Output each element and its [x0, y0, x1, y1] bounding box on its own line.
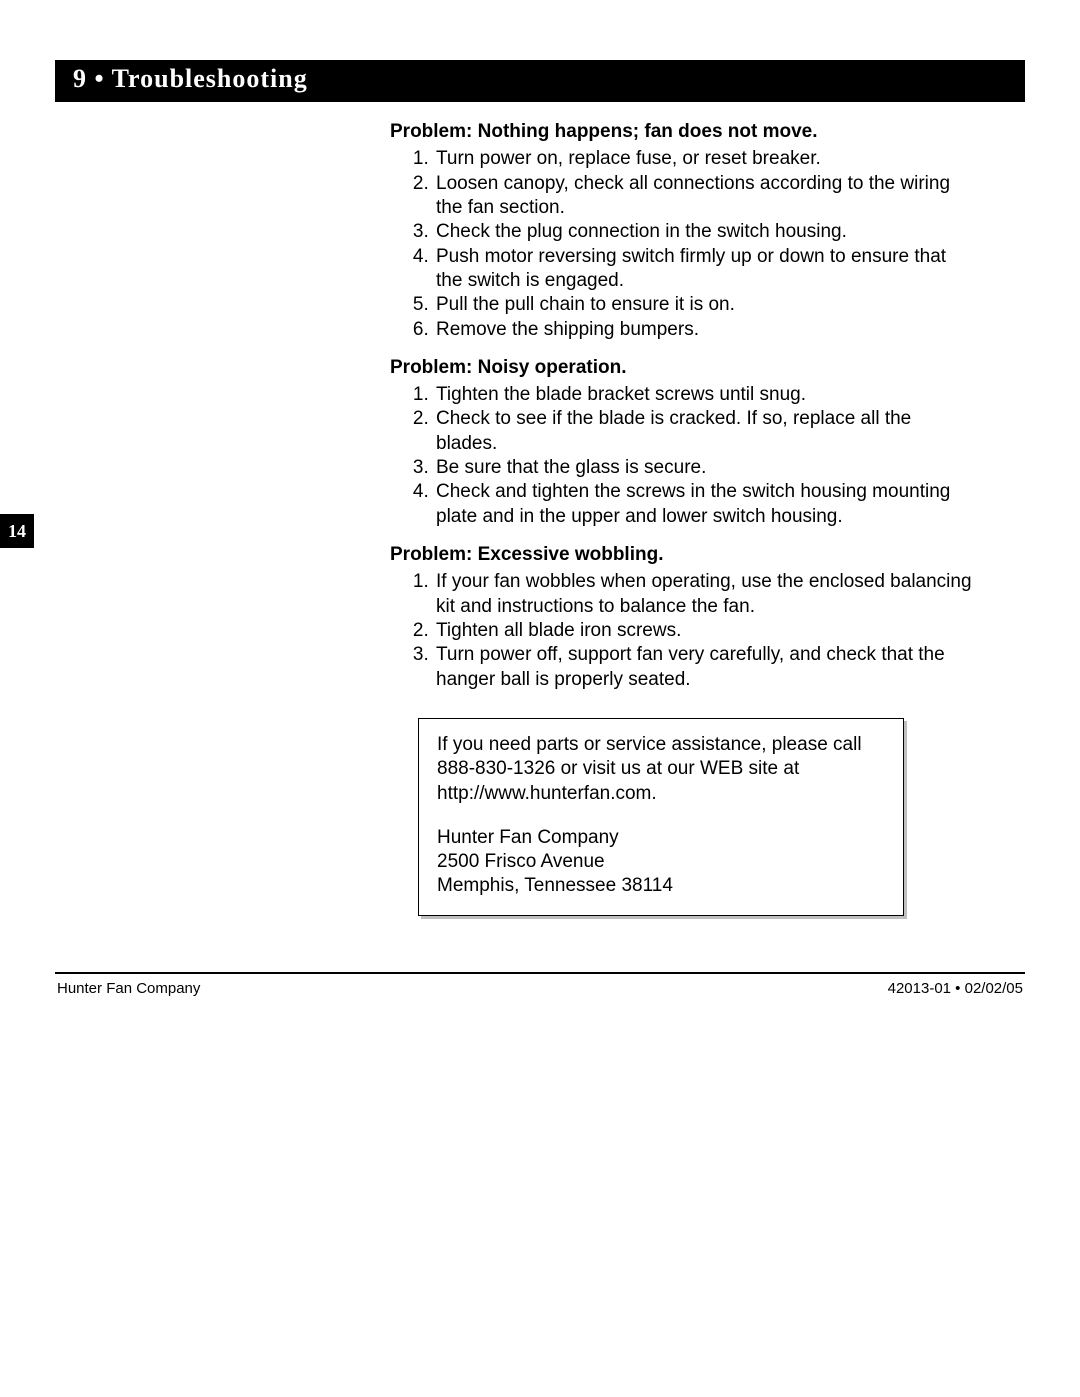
page-number: 14 — [8, 521, 26, 542]
problem-steps: Turn power on, replace fuse, or reset br… — [390, 147, 975, 342]
list-item: Pull the pull chain to ensure it is on. — [434, 293, 975, 317]
footer-left: Hunter Fan Company — [57, 980, 200, 997]
contact-address-line2: Memphis, Tennessee 38114 — [437, 875, 673, 896]
list-item: Turn power off, support fan very careful… — [434, 643, 975, 692]
problem-heading: Problem: Noisy operation. — [390, 356, 975, 380]
list-item: Tighten all blade iron screws. — [434, 619, 975, 643]
list-item: Check to see if the blade is cracked. If… — [434, 407, 975, 456]
list-item: Be sure that the glass is secure. — [434, 456, 975, 480]
footer-right: 42013-01 • 02/02/05 — [888, 980, 1023, 997]
problem-steps: Tighten the blade bracket screws until s… — [390, 383, 975, 529]
contact-address-line1: 2500 Frisco Avenue — [437, 851, 605, 872]
content-area: 14 Problem: Nothing happens; fan does no… — [55, 102, 1025, 972]
section-number: 9 — [73, 64, 87, 93]
problem-steps: If your fan wobbles when operating, use … — [390, 570, 975, 692]
list-item: Push motor reversing switch firmly up or… — [434, 245, 975, 294]
contact-company: Hunter Fan Company — [437, 827, 619, 848]
section-title: Troubleshooting — [112, 64, 308, 93]
list-item: Check and tighten the screws in the swit… — [434, 480, 975, 529]
list-item: Turn power on, replace fuse, or reset br… — [434, 147, 975, 171]
list-item: Loosen canopy, check all connections acc… — [434, 172, 975, 221]
bullet-icon: • — [95, 64, 105, 93]
list-item: If your fan wobbles when operating, use … — [434, 570, 975, 619]
problem-heading: Problem: Nothing happens; fan does not m… — [390, 120, 975, 144]
list-item: Remove the shipping bumpers. — [434, 318, 975, 342]
list-item: Tighten the blade bracket screws until s… — [434, 383, 975, 407]
contact-box: If you need parts or service assistance,… — [418, 718, 904, 916]
text-column: Problem: Nothing happens; fan does not m… — [390, 120, 975, 916]
list-item: Check the plug connection in the switch … — [434, 220, 975, 244]
page: 9 • Troubleshooting 14 Problem: Nothing … — [55, 60, 1025, 997]
contact-address: Hunter Fan Company 2500 Frisco Avenue Me… — [437, 826, 885, 899]
page-number-tab: 14 — [0, 514, 34, 548]
problem-heading: Problem: Excessive wobbling. — [390, 543, 975, 567]
footer: Hunter Fan Company 42013-01 • 02/02/05 — [55, 974, 1025, 997]
section-header: 9 • Troubleshooting — [55, 60, 1025, 100]
contact-message: If you need parts or service assistance,… — [437, 733, 885, 806]
